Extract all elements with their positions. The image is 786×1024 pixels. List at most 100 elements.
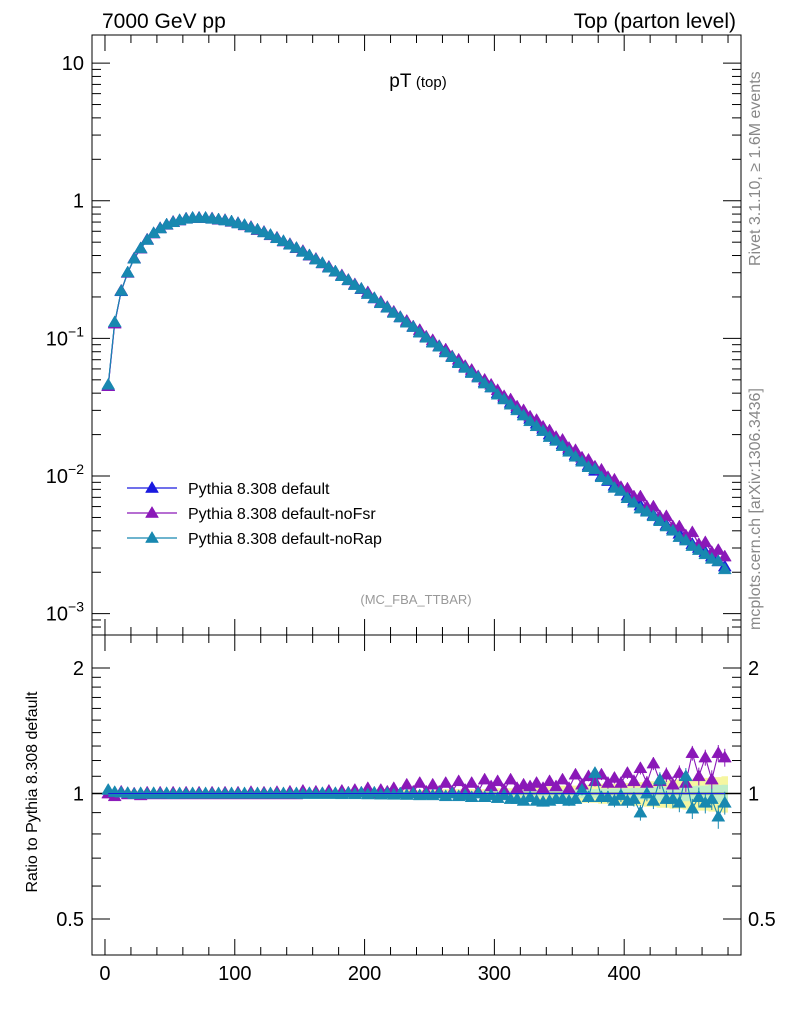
- legend: Pythia 8.308 default Pythia 8.308 default…: [127, 481, 382, 548]
- main-point-noRap: [328, 264, 343, 277]
- main-point-noRap: [672, 530, 687, 542]
- main-point-noRap: [562, 444, 576, 457]
- main-point-noRap: [114, 283, 129, 296]
- ratio-point-noRap: [639, 786, 654, 799]
- main-point-noRap: [308, 252, 323, 265]
- main-point-noRap: [471, 370, 486, 383]
- ratio-point-noFsr: [711, 746, 726, 758]
- ratio-point-noFsr: [549, 779, 563, 792]
- main-point-noRap: [477, 376, 492, 389]
- legend-label-noFsr: Pythia 8.308 default-noFsr: [188, 506, 376, 523]
- ratio-point-noRap: [471, 786, 486, 799]
- main-ytick-exp: −3: [68, 599, 84, 615]
- ratio-ytick-label-left: 2: [73, 658, 84, 680]
- ratio-point-noFsr: [536, 781, 550, 793]
- ratio-panel: Ratio to Pythia 8.308 default 0.5 0.5 1 1 2 2: [24, 634, 776, 956]
- ratio-point-noFsr: [399, 777, 414, 790]
- main-point-noRap: [717, 562, 732, 575]
- main-point-noRap: [529, 419, 544, 432]
- ratio-point-noFsr: [620, 766, 635, 778]
- main-point-noFsr: [717, 549, 732, 562]
- main-point-noRap: [295, 244, 310, 257]
- xtick-label: 300: [478, 963, 511, 985]
- main-ytick-base: 10: [62, 53, 84, 75]
- legend-label-default: Pythia 8.308 default: [188, 481, 330, 498]
- main-point-noRap: [419, 330, 434, 343]
- main-point-noRap: [510, 403, 525, 416]
- ratio-point-noFsr: [412, 775, 427, 788]
- main-point-noRap: [406, 319, 421, 332]
- ratio-point-noFsr: [555, 772, 570, 785]
- ratio-point-noRap: [646, 793, 661, 806]
- ratio-point-noFsr: [626, 774, 641, 787]
- ratio-point-noFsr: [717, 750, 732, 763]
- main-point-noRap: [289, 240, 304, 253]
- ratio-point-noRap: [672, 795, 687, 808]
- legend-label-noRap: Pythia 8.308 default-noRap: [188, 531, 382, 548]
- ratio-series: [92, 745, 741, 829]
- main-point-noRap: [302, 248, 317, 261]
- ratio-ytick-label-left: 1: [73, 784, 84, 806]
- main-point-noRap: [425, 335, 440, 348]
- main-point-noRap: [341, 273, 356, 285]
- ratio-point-noRap: [575, 782, 589, 795]
- xtick-label: 0: [99, 963, 110, 985]
- ratio-point-noFsr: [691, 769, 706, 782]
- main-watermark: (MC_FBA_TTBAR): [360, 592, 471, 607]
- main-point-noRap: [438, 345, 453, 358]
- ratio-point-noRap: [626, 792, 641, 804]
- rivet-label: Rivet 3.1.10, ≥ 1.6M events: [747, 71, 764, 266]
- ratio-point-noRap: [523, 790, 538, 802]
- xtick-label: 200: [348, 963, 381, 985]
- main-point-noRap: [646, 509, 661, 522]
- legend-marker-noRap: [145, 531, 159, 543]
- ratio-point-noFsr: [425, 777, 440, 790]
- main-point-noRap: [373, 296, 388, 309]
- main-point-noRap: [315, 256, 330, 268]
- ratio-point-noFsr: [613, 775, 628, 788]
- main-point-noRap: [691, 543, 706, 555]
- ratio-point-noRap: [691, 790, 706, 802]
- main-point-noRap: [626, 495, 641, 508]
- xtick-label: 100: [218, 963, 251, 985]
- main-point-noRap: [120, 265, 135, 278]
- header-left: 7000 GeV pp: [102, 10, 226, 33]
- main-point-noRap: [568, 449, 583, 462]
- main-ytick-base: 10: [46, 466, 68, 488]
- ratio-point-noFsr: [659, 767, 674, 780]
- ratio-point-noRap: [685, 801, 700, 814]
- ratio-ytick-label-left: 0.5: [56, 909, 84, 931]
- main-point-noRap: [639, 504, 654, 517]
- main-point-noRap: [432, 339, 447, 352]
- ratio-point-noFsr: [529, 775, 544, 788]
- main-point-noRap: [380, 300, 395, 313]
- main-ytick-base: 1: [73, 191, 84, 213]
- ratio-point-noRap: [568, 792, 583, 804]
- main-point-noRap: [536, 424, 550, 436]
- main-point-noRap: [613, 483, 628, 496]
- main-point-noRap: [107, 315, 122, 328]
- ratio-ytick-label-right: 1: [748, 784, 759, 806]
- main-point-noRap: [665, 523, 680, 536]
- main-ytick-label: 1: [73, 191, 84, 213]
- x-axis-ticks: 0 100 200 300 400: [99, 35, 729, 985]
- ratio-point-noFsr: [704, 772, 719, 785]
- main-point-noRap: [575, 454, 589, 467]
- main-point-noRap: [549, 433, 563, 446]
- main-point-noRap: [490, 387, 505, 400]
- ratio-point-noRap: [711, 809, 726, 822]
- ratio-point-noFsr: [451, 774, 466, 787]
- legend-marker-default: [145, 481, 159, 493]
- main-point-noRap: [412, 325, 427, 338]
- main-point-noRap: [652, 514, 667, 526]
- main-point-noRap: [445, 350, 460, 363]
- main-point-noRap: [321, 260, 336, 273]
- main-point-noRap: [101, 377, 116, 390]
- ratio-point-noFsr: [607, 770, 622, 783]
- ratio-ylabel: Ratio to Pythia 8.308 default: [24, 691, 41, 893]
- main-point-noRap: [458, 360, 473, 373]
- main-ytick-label: 10: [62, 53, 84, 75]
- ratio-point-noRap: [613, 788, 628, 801]
